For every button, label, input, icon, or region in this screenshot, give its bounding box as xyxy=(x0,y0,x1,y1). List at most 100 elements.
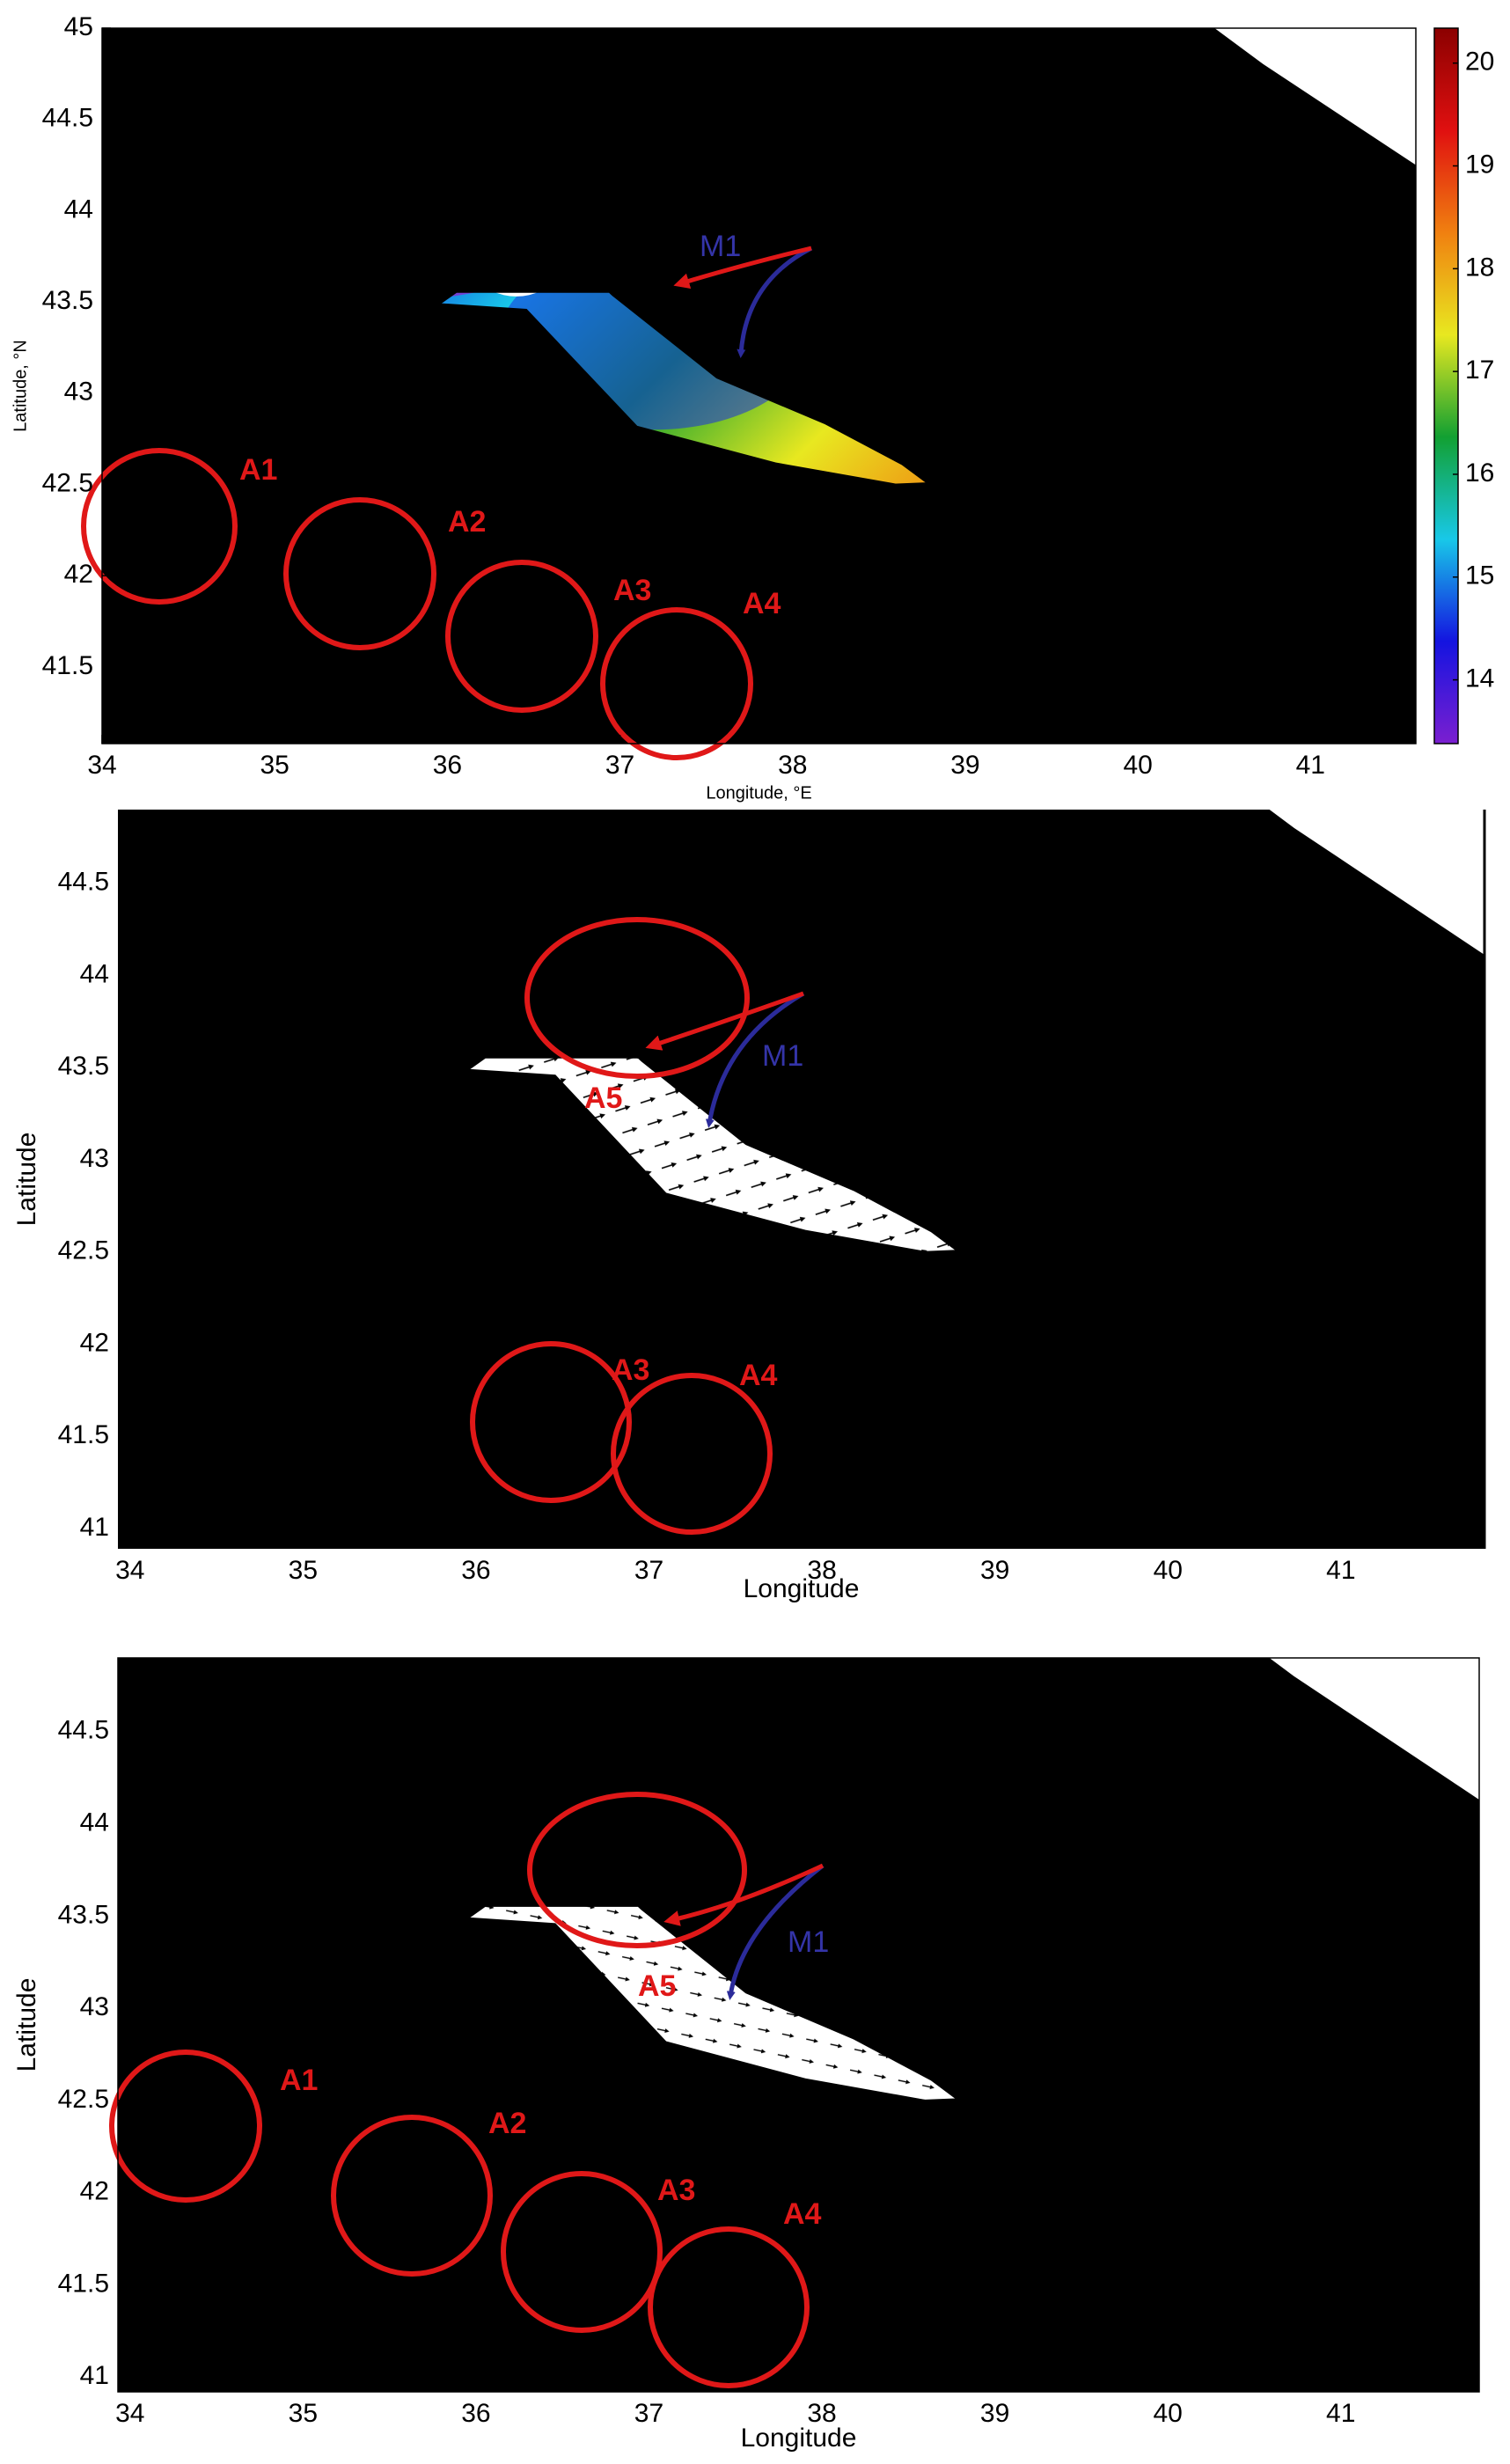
y-tick-label: 45 xyxy=(64,12,93,41)
x-axis-label: Longitude, °E xyxy=(706,783,811,803)
x-tick-label: 35 xyxy=(289,2399,318,2428)
annotation: M1 xyxy=(788,1925,829,1959)
x-tick-label: 34 xyxy=(115,1556,144,1585)
eddy-circle xyxy=(527,1792,747,1948)
y-axis-label: Latitude xyxy=(12,1133,41,1227)
y-tick-label: 44 xyxy=(80,959,109,988)
y-axis-label: Latitude xyxy=(12,1978,41,2072)
colorbar-tick-label: 14 xyxy=(1465,664,1494,693)
panel-a-map xyxy=(102,28,1416,744)
x-axis-label: Longitude xyxy=(744,1574,860,1603)
y-tick-label: 43 xyxy=(80,1144,109,1173)
x-tick-label: 34 xyxy=(87,751,116,780)
eddy-circle xyxy=(445,560,598,713)
annotation: A3 xyxy=(613,574,651,607)
eddy-circle xyxy=(611,1373,773,1535)
annotation: A1 xyxy=(239,453,277,487)
x-tick-label: 35 xyxy=(289,1556,318,1585)
annotation: A2 xyxy=(488,2107,526,2140)
annotation: M1 xyxy=(762,1039,803,1073)
x-axis-label: Longitude xyxy=(741,2424,857,2453)
x-tick-label: 39 xyxy=(950,751,979,780)
y-tick-label: 43.5 xyxy=(58,1052,109,1081)
x-tick-label: 38 xyxy=(778,751,807,780)
x-tick-label: 34 xyxy=(115,2399,144,2428)
current-arrow xyxy=(726,1864,825,2000)
y-tick-label: 43 xyxy=(64,378,93,407)
y-tick-label: 43 xyxy=(80,1992,109,2021)
annotation: A5 xyxy=(584,1082,622,1115)
x-tick-label: 40 xyxy=(1154,1556,1183,1585)
panel-b-map xyxy=(118,810,1484,1549)
current-arrow xyxy=(737,246,813,358)
eddy-circle xyxy=(283,497,436,650)
y-tick-label: 44.5 xyxy=(58,868,109,897)
x-tick-label: 35 xyxy=(260,751,290,780)
colorbar xyxy=(1433,27,1459,744)
current-arrow xyxy=(645,991,804,1051)
x-tick-label: 40 xyxy=(1123,751,1152,780)
annotation: A4 xyxy=(743,587,781,620)
y-tick-label: 42.5 xyxy=(42,468,93,497)
panel-label: a) xyxy=(141,605,192,677)
x-tick-label: 38 xyxy=(807,1556,836,1585)
x-tick-label: 40 xyxy=(1153,2399,1182,2428)
y-tick-label: 41 xyxy=(80,1513,109,1542)
colorbar-tick-label: 19 xyxy=(1465,150,1494,179)
y-tick-label: 44 xyxy=(80,1808,109,1837)
colorbar-tick-label: 16 xyxy=(1465,458,1494,488)
y-tick-label: 41.5 xyxy=(42,651,93,680)
annotation: A5 xyxy=(638,1969,676,2003)
current-arrow xyxy=(663,1863,825,1926)
x-tick-label: 36 xyxy=(461,1556,490,1585)
x-tick-label: 37 xyxy=(634,2399,663,2428)
annotation: A4 xyxy=(739,1359,778,1392)
y-tick-label: 41 xyxy=(80,2361,109,2390)
y-tick-label: 42 xyxy=(80,1328,109,1357)
x-tick-label: 37 xyxy=(605,751,634,780)
x-tick-label: 36 xyxy=(461,2399,490,2428)
y-tick-label: 44 xyxy=(64,194,93,224)
x-tick-label: 37 xyxy=(634,1556,663,1585)
y-tick-label: 43.5 xyxy=(58,1900,109,1929)
x-tick-label: 41 xyxy=(1326,2399,1355,2428)
axes: 34 35 36 37 38 39 40 41 41.5 42 42.5 43 43.5 44 44.5 45… xyxy=(11,12,1494,2453)
eddy-circle xyxy=(600,607,753,760)
y-tick-label: 42.5 xyxy=(58,2085,109,2114)
eddy-circle xyxy=(331,2115,493,2277)
eddy-circle xyxy=(501,2171,663,2333)
eddy-circle xyxy=(648,2226,810,2388)
x-tick-label: 39 xyxy=(980,1556,1009,1585)
axes-frame xyxy=(117,1657,1480,2393)
y-axis-label: Latitude, °N xyxy=(11,340,30,432)
y-tick-label: 42 xyxy=(80,2177,109,2206)
colorbar-tick-label: 15 xyxy=(1465,561,1494,590)
y-tick-label: 42.5 xyxy=(58,1236,109,1265)
colorbar-tick-label: 20 xyxy=(1465,48,1494,77)
x-tick-label: 41 xyxy=(1296,751,1325,780)
axes-frame xyxy=(101,27,1417,744)
x-tick-label: 38 xyxy=(807,2399,836,2428)
x-tick-label: 39 xyxy=(980,2399,1009,2428)
panel-label: b) xyxy=(150,1445,204,1517)
y-tick-label: 43.5 xyxy=(42,286,93,315)
eddy-circle xyxy=(109,2050,262,2203)
y-tick-label: 44.5 xyxy=(42,104,93,133)
panel-label: c) xyxy=(176,2277,227,2350)
x-tick-label: 36 xyxy=(433,751,462,780)
x-tick-label: 41 xyxy=(1326,1556,1355,1585)
eddy-circle xyxy=(81,448,238,605)
panel-c-map xyxy=(118,1658,1479,2392)
current-arrow xyxy=(673,246,812,290)
y-tick-label: 42 xyxy=(64,560,93,589)
current-arrow xyxy=(705,991,805,1128)
colorbar-tick-label: 17 xyxy=(1465,356,1494,385)
y-tick-label: 44.5 xyxy=(58,1716,109,1745)
annotation: A4 xyxy=(783,2197,822,2231)
eddy-circle xyxy=(524,917,750,1079)
annotation: M1 xyxy=(700,230,741,263)
colorbar-tick-label: 18 xyxy=(1465,253,1494,282)
